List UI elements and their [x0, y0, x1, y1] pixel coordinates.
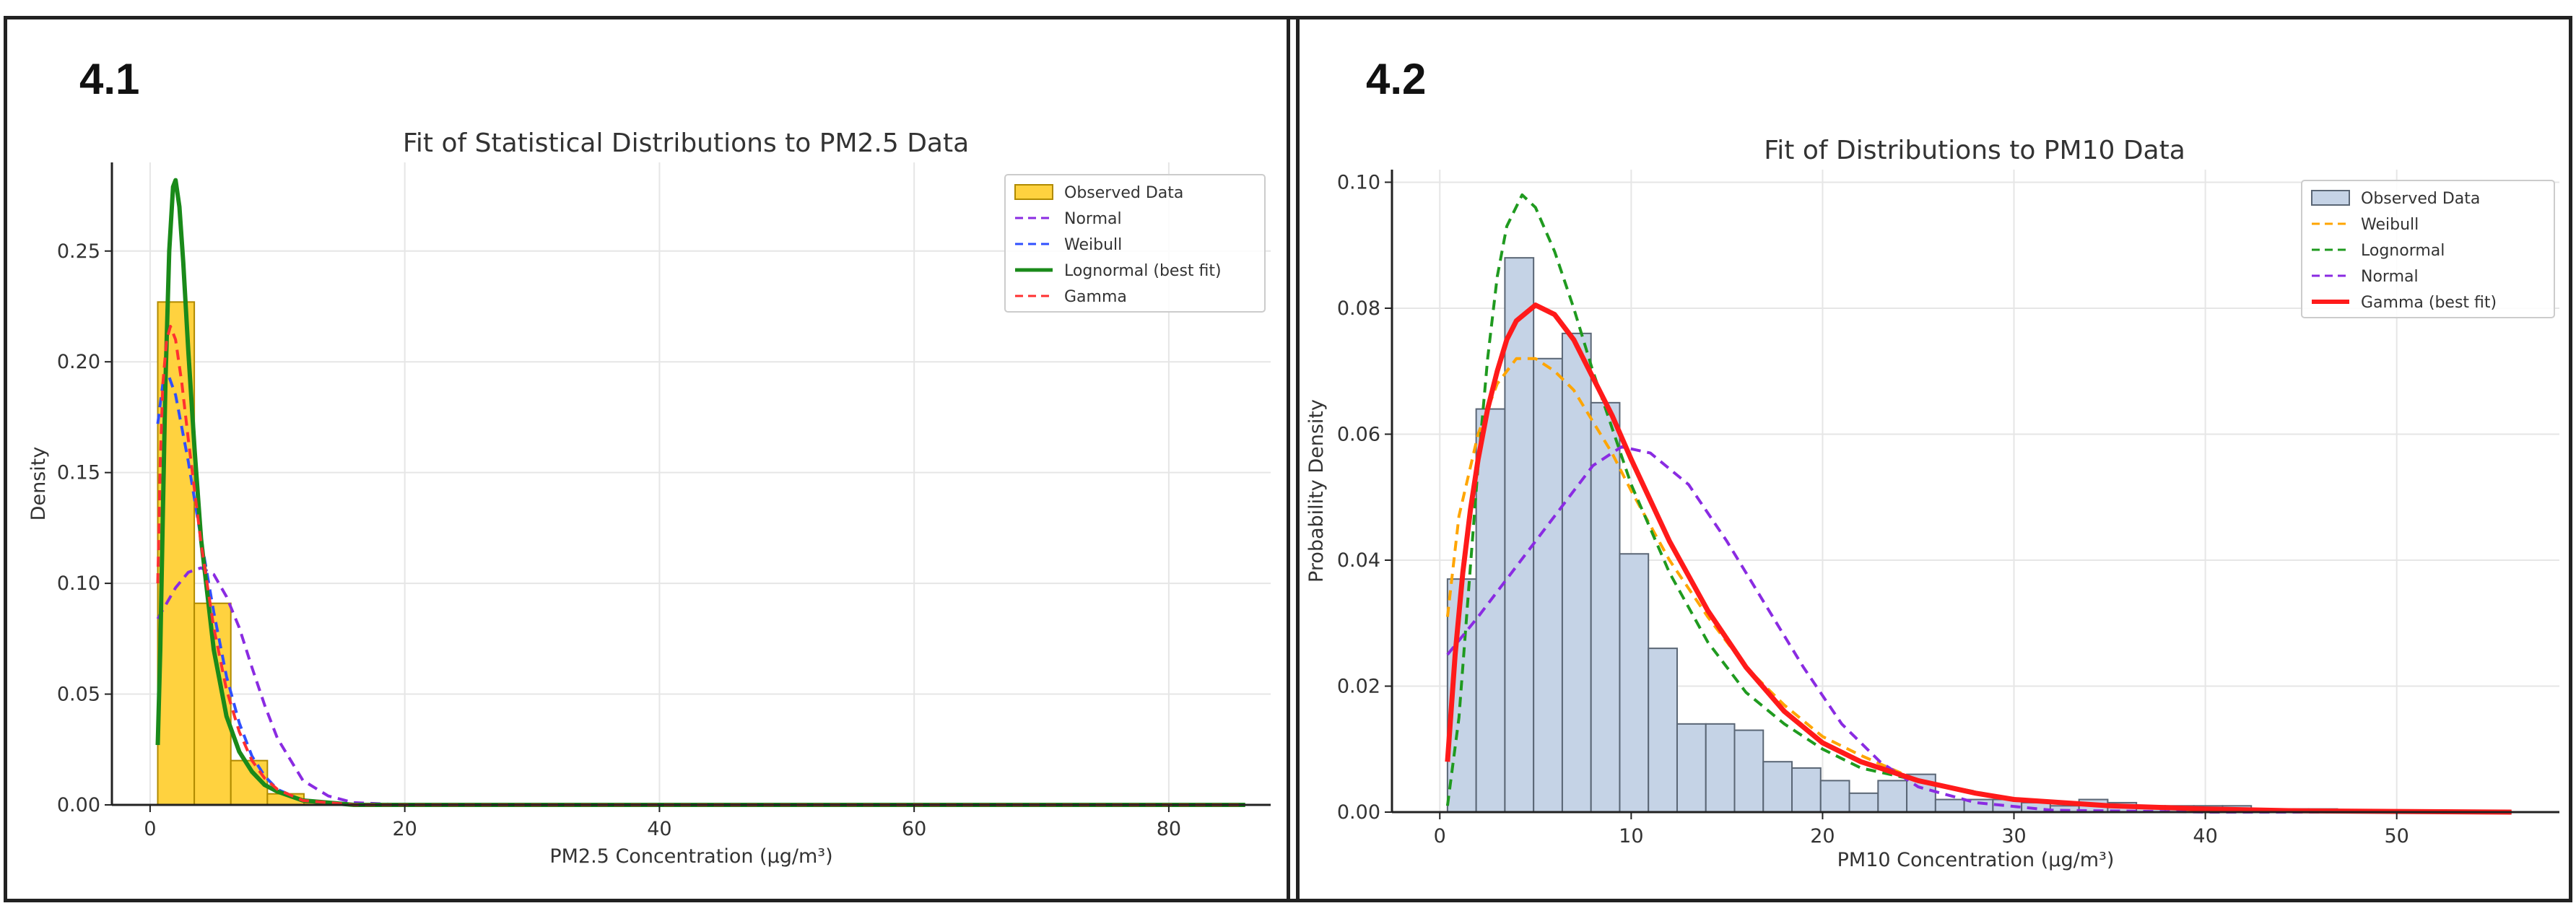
histogram-bar — [1533, 357, 1563, 813]
x-tick-label: 80 — [1157, 818, 1181, 840]
legend-label: Gamma (best fit) — [2361, 294, 2497, 312]
panel-frame-right — [1287, 16, 2572, 902]
y-axis-label: Probability Density — [1305, 399, 1328, 583]
y-tick-label: 0.04 — [1337, 549, 1380, 572]
chart-1: 0 20 40 60 80 0.00 0.05 0.10 0.15 0.20 0.25 Fit of … — [27, 128, 1271, 868]
legend-label: Observed Data — [2361, 190, 2480, 208]
histogram-bar — [1762, 761, 1793, 813]
y-tick-label: 0.15 — [57, 462, 100, 484]
panel-frame-left — [4, 16, 1300, 902]
legend-label: Normal — [2361, 268, 2419, 286]
y-tick-label: 0.00 — [1337, 801, 1380, 824]
y-tick-label: 0.10 — [57, 572, 100, 595]
legend-label: Weibull — [1064, 236, 1122, 254]
x-tick-label: 60 — [902, 818, 926, 840]
legend-label: Weibull — [2361, 216, 2419, 234]
histogram-bar — [1705, 723, 1736, 813]
series-line-gamma-best-fit — [1445, 302, 2512, 815]
x-tick-label: 0 — [144, 818, 156, 840]
x-tick-label: 20 — [1810, 825, 1835, 847]
x-tick-label: 40 — [647, 818, 671, 840]
x-tick-label: 30 — [2001, 825, 2026, 847]
chart-title: Fit of Distributions to PM10 Data — [1764, 136, 2185, 165]
histogram-bar — [1561, 332, 1592, 813]
chart-title: Fit of Statistical Distributions to PM2.… — [403, 128, 969, 158]
series-line-normal — [156, 566, 1245, 806]
series-line-gamma — [156, 325, 1245, 806]
y-tick-label: 0.10 — [1337, 171, 1380, 193]
series-line-normal — [1446, 445, 2512, 814]
panel-label-4-1: 4.1 — [79, 55, 140, 103]
legend: Observed Data Normal Weibull Lognormal (bes… — [1004, 174, 1266, 313]
x-tick-label: 0 — [1434, 825, 1446, 847]
y-tick-label: 0.06 — [1337, 423, 1380, 445]
y-axis-label: Density — [27, 447, 50, 521]
legend-swatch-observed-data — [2311, 190, 2350, 206]
histogram-bar — [1819, 780, 1850, 814]
x-tick-label: 50 — [2385, 825, 2409, 847]
y-tick-label: 0.00 — [57, 794, 100, 816]
x-axis-label: PM10 Concentration (μg/m³) — [1837, 849, 2115, 871]
histogram-bar — [1619, 553, 1650, 813]
legend-label: Normal — [1064, 210, 1122, 228]
series-line-weibull — [156, 375, 1245, 806]
histogram-bar — [1648, 648, 1678, 814]
y-tick-label: 0.20 — [57, 351, 100, 373]
x-tick-label: 40 — [2193, 825, 2217, 847]
histogram-bar — [1791, 767, 1822, 813]
histogram-bar — [1475, 408, 1506, 813]
legend-box — [1004, 174, 1266, 313]
legend-label: Observed Data — [1064, 184, 1183, 202]
x-axis-label: PM2.5 Concentration (μg/m³) — [549, 845, 832, 868]
legend-swatch-observed-data — [1014, 184, 1053, 200]
histogram-bar — [1733, 729, 1765, 813]
legend-label: Lognormal (best fit) — [1064, 262, 1222, 280]
chart-2: 0 10 20 30 40 50 0.00 0.02 0.04 0.06 0.08 0.10 Fit o… — [1305, 136, 2559, 871]
y-tick-label: 0.02 — [1337, 675, 1380, 697]
y-tick-label: 0.05 — [57, 684, 100, 706]
legend: Observed Data Weibull Lognormal Normal Gamma… — [2301, 180, 2555, 318]
legend-label: Lognormal — [2361, 242, 2445, 260]
histogram-bar — [1877, 780, 1908, 814]
histogram-bar — [1590, 401, 1621, 813]
legend-label: Gamma — [1064, 288, 1127, 306]
panel-label-4-2: 4.2 — [1366, 55, 1427, 103]
histogram-bar — [1848, 792, 1879, 813]
x-tick-label: 20 — [392, 818, 417, 840]
histogram-bar — [1934, 798, 1965, 814]
histogram-bar — [1676, 723, 1707, 813]
y-tick-label: 0.08 — [1337, 297, 1380, 320]
y-tick-label: 0.25 — [57, 240, 100, 263]
histogram-bar — [1504, 257, 1535, 813]
x-tick-label: 10 — [1619, 825, 1643, 847]
legend-box — [2301, 180, 2555, 318]
